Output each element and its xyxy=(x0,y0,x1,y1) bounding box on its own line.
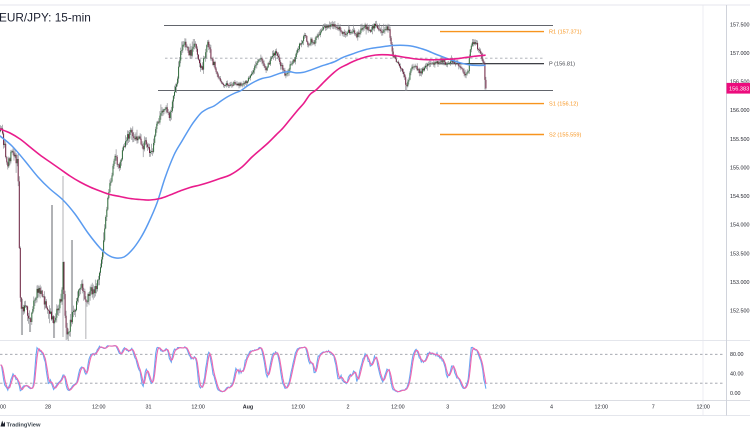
svg-text:3: 3 xyxy=(446,404,449,410)
svg-text:31: 31 xyxy=(146,404,152,410)
svg-text:154.500: 154.500 xyxy=(730,194,750,200)
svg-text:157.500: 157.500 xyxy=(730,22,750,28)
svg-text:156.000: 156.000 xyxy=(730,108,750,114)
svg-text:12:00: 12:00 xyxy=(191,404,205,410)
svg-text:153.000: 153.000 xyxy=(730,280,750,286)
svg-text:12:00: 12:00 xyxy=(492,404,506,410)
svg-text:152.500: 152.500 xyxy=(730,309,750,315)
svg-text:153.500: 153.500 xyxy=(730,251,750,257)
svg-text:EUR/JPY: 15-min: EUR/JPY: 15-min xyxy=(0,11,91,25)
svg-text:12:00: 12:00 xyxy=(391,404,405,410)
svg-text:00: 00 xyxy=(0,404,6,410)
svg-text:156.383: 156.383 xyxy=(729,87,749,93)
svg-text:156.500: 156.500 xyxy=(730,80,750,86)
svg-text:155.500: 155.500 xyxy=(730,137,750,143)
svg-text:7: 7 xyxy=(652,404,655,410)
svg-text:S1 (156.12): S1 (156.12) xyxy=(549,102,578,108)
svg-text:12:00: 12:00 xyxy=(595,404,609,410)
svg-text:154.000: 154.000 xyxy=(730,223,750,229)
svg-text:0.00: 0.00 xyxy=(730,391,741,397)
svg-text:155.000: 155.000 xyxy=(730,165,750,171)
svg-text:R1 (157.371): R1 (157.371) xyxy=(549,30,582,36)
svg-text:4: 4 xyxy=(550,404,553,410)
svg-text:80.00: 80.00 xyxy=(730,352,744,358)
svg-text:12:00: 12:00 xyxy=(92,404,106,410)
svg-text:40.00: 40.00 xyxy=(730,372,744,378)
svg-text:P (156.81): P (156.81) xyxy=(549,62,575,68)
svg-text:28: 28 xyxy=(45,404,51,410)
svg-text:157.000: 157.000 xyxy=(730,51,750,57)
svg-text:S2 (155.559): S2 (155.559) xyxy=(549,133,581,139)
svg-text:Aug: Aug xyxy=(243,404,253,410)
svg-text:12:00: 12:00 xyxy=(696,404,710,410)
svg-text:TradingView: TradingView xyxy=(7,422,42,428)
svg-text:2: 2 xyxy=(347,404,350,410)
svg-text:12:00: 12:00 xyxy=(291,404,305,410)
